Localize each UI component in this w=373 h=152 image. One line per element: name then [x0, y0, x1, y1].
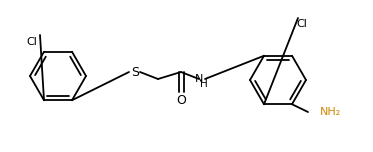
- Text: Cl: Cl: [26, 37, 37, 47]
- Text: H: H: [200, 79, 208, 89]
- Text: O: O: [176, 95, 186, 107]
- Text: N: N: [195, 74, 203, 84]
- Text: NH₂: NH₂: [320, 107, 341, 117]
- Text: S: S: [131, 66, 139, 78]
- Text: Cl: Cl: [297, 19, 307, 29]
